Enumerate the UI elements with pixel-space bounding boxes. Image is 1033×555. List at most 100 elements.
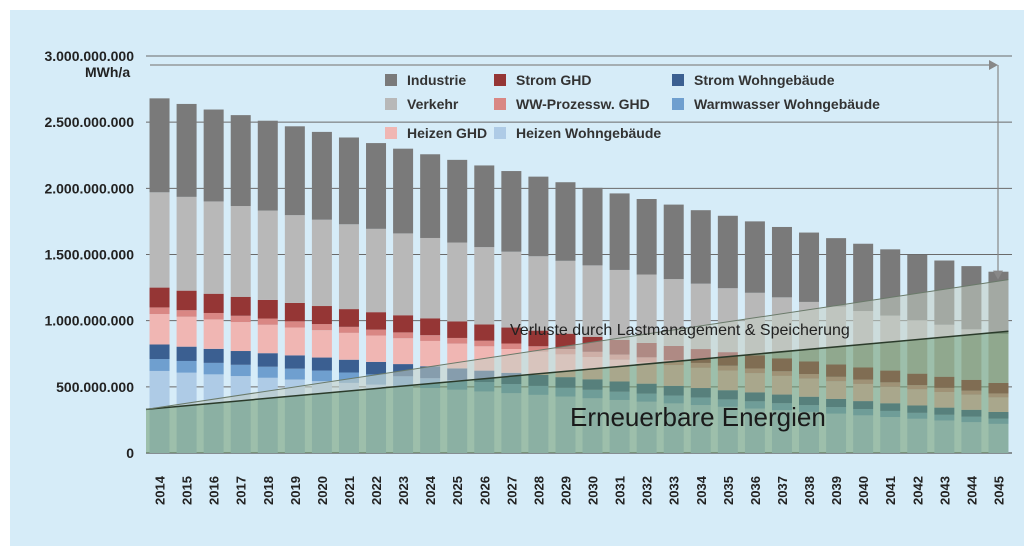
x-tick-label: 2019	[288, 476, 303, 505]
x-tick-label: 2038	[802, 476, 817, 505]
y-tick-label: 1.500.000.000	[44, 247, 134, 263]
legend-swatch	[385, 127, 397, 139]
legend-label: Strom Wohngebäude	[694, 72, 835, 88]
x-tick-label: 2026	[477, 476, 492, 505]
bar-segment	[257, 324, 278, 354]
bar-segment	[230, 296, 251, 316]
bar-segment	[149, 359, 170, 371]
bar-segment	[366, 335, 387, 362]
x-tick-label: 2030	[586, 476, 601, 505]
x-tick-label: 2032	[640, 476, 655, 505]
bar-segment	[474, 165, 495, 248]
x-tick-label: 2014	[153, 475, 168, 505]
bar-segment	[257, 366, 278, 378]
legend-item: Warmwasser Wohngebäude	[672, 96, 880, 112]
bar-segment	[311, 370, 332, 382]
bar-segment	[393, 233, 414, 316]
bar-segment	[176, 103, 197, 197]
legend-label: Verkehr	[407, 96, 459, 112]
bar-segment	[393, 332, 414, 339]
x-tick-label: 2018	[261, 476, 276, 505]
renewables-area	[146, 331, 1009, 453]
overlays	[145, 279, 1009, 453]
legend-label: Strom GHD	[516, 72, 591, 88]
x-tick-label: 2023	[396, 476, 411, 505]
y-tick-label: 2.000.000.000	[44, 180, 134, 196]
bar-segment	[366, 228, 387, 313]
bar-segment	[338, 332, 359, 360]
bar-segment	[149, 307, 170, 315]
legend-label: Heizen Wohngebäude	[516, 125, 661, 141]
bar-segment	[744, 221, 765, 293]
bar-segment	[582, 265, 603, 337]
bar-segment	[311, 131, 332, 220]
bar-segment	[771, 226, 792, 298]
bar-segment	[284, 126, 305, 216]
bar-segment	[257, 353, 278, 367]
bar-segment	[393, 315, 414, 333]
bar-stack-2014	[149, 98, 170, 453]
bar-segment	[176, 360, 197, 373]
legend-swatch	[494, 98, 506, 110]
bar-segment	[203, 109, 224, 202]
x-tick-label: 2036	[748, 476, 763, 505]
bar-segment	[149, 98, 170, 193]
x-tick-label: 2029	[558, 476, 573, 505]
bar-segment	[149, 192, 170, 288]
x-tick-label: 2027	[504, 476, 519, 505]
legend-item: Verkehr	[385, 96, 459, 112]
bar-segment	[311, 324, 332, 331]
bar-segment	[393, 338, 414, 365]
x-tick-label: 2021	[342, 476, 357, 505]
x-tick-label: 2016	[207, 476, 222, 505]
bar-segment	[311, 219, 332, 307]
x-tick-label: 2037	[775, 476, 790, 505]
bar-segment	[284, 368, 305, 380]
bar-segment	[420, 318, 441, 336]
y-tick-label: 500.000.000	[56, 379, 134, 395]
x-tick-label: 2041	[883, 476, 898, 505]
x-tick-label: 2025	[450, 476, 465, 505]
x-tick-label: 2031	[613, 476, 628, 505]
bar-segment	[636, 274, 657, 343]
bar-segment	[176, 346, 197, 361]
bar-segment	[284, 302, 305, 322]
bar-segment	[257, 299, 278, 319]
reference-arrows	[150, 60, 1003, 280]
bar-segment	[311, 306, 332, 325]
legend-swatch	[385, 74, 397, 86]
bar-segment	[338, 224, 359, 310]
renewables-label: Erneuerbare Energien	[570, 402, 826, 432]
bar-segment	[420, 237, 441, 319]
legend-item: Strom GHD	[494, 72, 591, 88]
bar-segment	[420, 154, 441, 238]
bar-segment	[203, 362, 224, 375]
x-tick-label: 2040	[856, 476, 871, 505]
x-tick-label: 2015	[180, 476, 195, 505]
renewables-line	[145, 330, 1009, 411]
bar-segment	[447, 337, 468, 344]
bar-segment	[690, 210, 711, 284]
y-tick-label: 0	[126, 445, 134, 461]
bar-segment	[203, 312, 224, 320]
legend-label: Heizen GHD	[407, 125, 487, 141]
bar-segment	[528, 256, 549, 331]
bar-segment	[717, 215, 738, 289]
bar-segment	[311, 330, 332, 358]
bar-segment	[555, 182, 576, 261]
legend-item: Heizen GHD	[385, 125, 487, 141]
bar-segment	[203, 319, 224, 349]
bar-segment	[284, 355, 305, 369]
x-tick-label: 2043	[937, 476, 952, 505]
y-tick-label: 3.000.000.000	[44, 48, 134, 64]
bar-segment	[230, 315, 251, 323]
legend-item: Heizen Wohngebäude	[494, 125, 661, 141]
bar-segment	[582, 187, 603, 266]
bar-segment	[257, 210, 278, 300]
x-tick-label: 2042	[910, 476, 925, 505]
bar-segment	[366, 361, 387, 375]
legend: Industrie Strom GHD Strom Wohngebäude Verke…	[385, 72, 880, 141]
bar-segment	[203, 293, 224, 313]
bar-segment	[338, 372, 359, 383]
